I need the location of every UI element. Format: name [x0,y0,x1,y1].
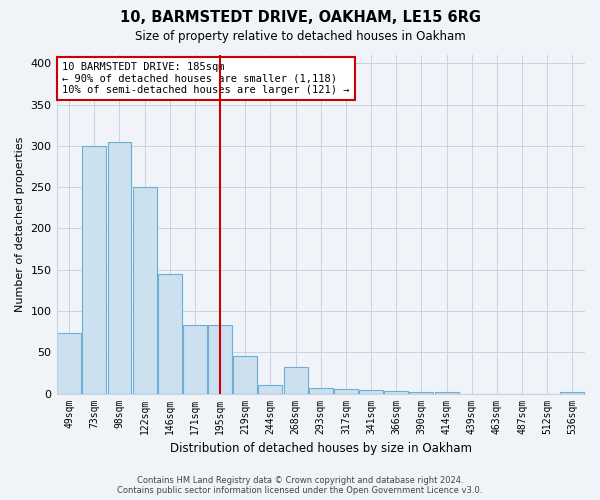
Text: 10, BARMSTEDT DRIVE, OAKHAM, LE15 6RG: 10, BARMSTEDT DRIVE, OAKHAM, LE15 6RG [119,10,481,25]
Bar [409,392,433,394]
Text: Size of property relative to detached houses in Oakham: Size of property relative to detached ho… [134,30,466,43]
Bar [259,386,283,394]
Bar [309,388,333,394]
Bar [359,390,383,394]
Bar [57,334,81,394]
Text: 10 BARMSTEDT DRIVE: 185sqm
← 90% of detached houses are smaller (1,118)
10% of s: 10 BARMSTEDT DRIVE: 185sqm ← 90% of deta… [62,62,349,95]
Bar [82,146,106,394]
X-axis label: Distribution of detached houses by size in Oakham: Distribution of detached houses by size … [170,442,472,455]
Bar [158,274,182,394]
Bar [560,392,584,394]
Bar [233,356,257,394]
Bar [183,325,207,394]
Bar [208,325,232,394]
Bar [434,392,458,394]
Bar [284,367,308,394]
Y-axis label: Number of detached properties: Number of detached properties [15,136,25,312]
Bar [385,391,408,394]
Bar [107,142,131,394]
Text: Contains HM Land Registry data © Crown copyright and database right 2024.
Contai: Contains HM Land Registry data © Crown c… [118,476,482,495]
Bar [334,390,358,394]
Bar [133,187,157,394]
